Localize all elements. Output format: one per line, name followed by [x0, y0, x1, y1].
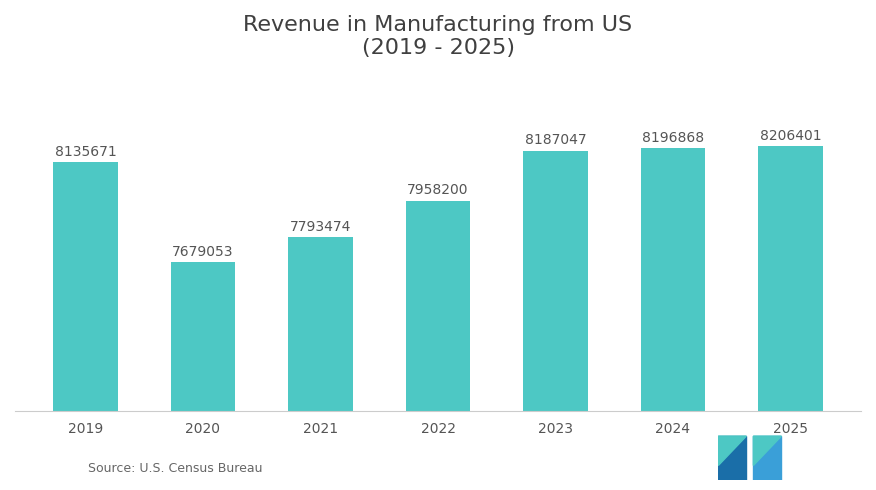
Bar — [759, 147, 823, 490]
Polygon shape — [718, 436, 746, 480]
Text: 8206401: 8206401 — [759, 129, 822, 143]
Text: 7679053: 7679053 — [173, 245, 234, 259]
Bar — [53, 162, 117, 490]
Polygon shape — [718, 436, 746, 466]
Polygon shape — [753, 436, 781, 466]
Polygon shape — [753, 436, 781, 480]
Bar — [640, 148, 705, 490]
Text: 7793474: 7793474 — [290, 220, 351, 234]
Bar — [523, 150, 588, 490]
Title: Revenue in Manufacturing from US
(2019 - 2025): Revenue in Manufacturing from US (2019 -… — [244, 15, 632, 58]
Bar — [171, 262, 236, 490]
Text: 7958200: 7958200 — [407, 183, 469, 197]
Text: 8187047: 8187047 — [525, 133, 586, 147]
Text: 8196868: 8196868 — [642, 131, 704, 145]
Bar — [288, 237, 353, 490]
Bar — [406, 201, 470, 490]
Text: Source: U.S. Census Bureau: Source: U.S. Census Bureau — [88, 462, 262, 475]
Text: 8135671: 8135671 — [54, 145, 117, 159]
